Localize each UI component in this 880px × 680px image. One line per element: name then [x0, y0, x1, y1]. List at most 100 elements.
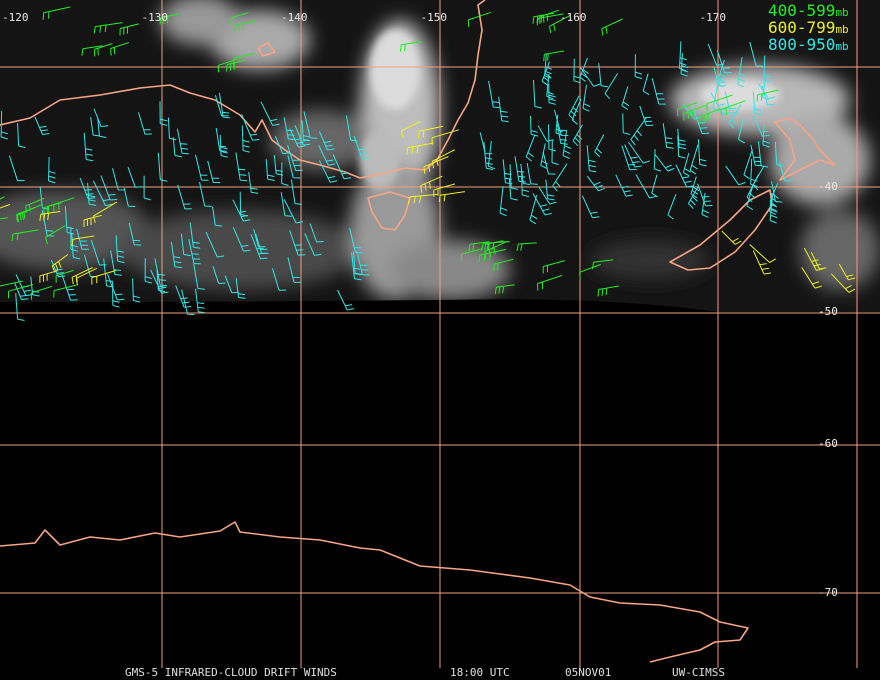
wind-barb [586, 145, 597, 173]
wind-barb [769, 193, 778, 224]
wind-barb [737, 57, 747, 88]
wind-barb [494, 284, 515, 295]
wind-barb [250, 234, 268, 260]
wind-barb [304, 233, 322, 256]
wind-barb [579, 263, 601, 280]
wind-barb [406, 142, 434, 155]
wind-barb [539, 9, 559, 24]
wind-barb [112, 168, 126, 191]
wind-barb [100, 175, 118, 201]
wind-barb [181, 289, 195, 315]
wind-barb [542, 151, 556, 175]
wind-barb [639, 105, 654, 126]
wind-barb [743, 149, 753, 180]
coastlines [0, 0, 836, 663]
wind-barb [8, 155, 25, 182]
wind-barb [193, 263, 205, 290]
wind-barb [337, 289, 355, 311]
footer-time: 18:00 UTC [450, 666, 510, 679]
wind-barb [229, 12, 249, 26]
wind-barb [654, 153, 675, 172]
wind-barb [830, 273, 856, 293]
legend-range: 800-950 [768, 35, 835, 54]
wind-barb [630, 116, 648, 146]
wind-barb [93, 22, 123, 34]
wind-barb [274, 136, 290, 155]
wind-barb [170, 241, 182, 269]
wind-barb [127, 167, 143, 188]
wind-barb [499, 186, 508, 217]
wind-barb [30, 285, 53, 300]
wind-barb [0, 280, 24, 287]
wind-barb [516, 242, 537, 251]
wind-barb [132, 278, 141, 303]
wind-barb [349, 228, 363, 254]
wind-barb [545, 179, 555, 201]
legend-unit: mb [835, 23, 848, 36]
latitude-label: -50 [818, 305, 838, 318]
wind-barb [64, 206, 75, 235]
wind-barb [420, 175, 443, 193]
wind-barb [47, 197, 75, 214]
wind-barb [468, 241, 490, 252]
wind-barb [677, 128, 687, 150]
wind-barb [697, 183, 713, 207]
wind-barb [0, 196, 5, 200]
wind-barb [207, 160, 221, 184]
wind-barb [154, 258, 168, 287]
wind-barb [110, 250, 122, 276]
wind-barb [508, 178, 518, 201]
wind-barb [520, 163, 531, 185]
wind-barb [662, 123, 674, 149]
latitude-label: -40 [818, 180, 838, 193]
wind-barb [272, 268, 287, 291]
wind-barb [233, 53, 255, 66]
wind-barb [301, 120, 311, 142]
wind-barb [39, 211, 61, 222]
wind-barb [14, 282, 29, 300]
wind-barb [205, 231, 225, 258]
wind-barb [289, 128, 306, 148]
wind-barb [752, 250, 771, 275]
wind-barb [761, 85, 775, 106]
wind-barb [289, 230, 306, 256]
wind-barb [212, 266, 226, 284]
longitude-label: -130 [142, 11, 169, 24]
wind-barb [721, 230, 742, 245]
antarctica-coast [0, 521, 749, 663]
wind-barb [679, 41, 687, 72]
wind-barb [712, 84, 720, 112]
wind-barb [0, 217, 8, 220]
wind-barb [353, 135, 370, 159]
wind-barb [532, 193, 552, 216]
wind-barb [536, 13, 564, 26]
wind-barb [93, 108, 109, 127]
wind-barb [235, 278, 246, 299]
wind-barb [260, 101, 280, 126]
wind-barb [615, 174, 633, 197]
wind-barb [532, 12, 554, 24]
wind-barb [756, 89, 779, 102]
wind-barb [675, 164, 694, 188]
wind-barb [15, 293, 25, 321]
wind-barb [112, 281, 120, 308]
longitude-label: -140 [281, 11, 308, 24]
wind-barb [683, 104, 706, 121]
wind-barb [226, 59, 246, 72]
wind-barb [234, 20, 257, 33]
wind-barb [214, 95, 229, 117]
wind-barb [572, 124, 583, 147]
wind-barb [758, 141, 769, 168]
wind-barb [554, 109, 569, 136]
longitude-label: -120 [2, 11, 29, 24]
wind-barb [753, 115, 770, 137]
wind-barb [552, 163, 568, 192]
wind-barb [597, 285, 619, 297]
legend-unit: mb [835, 6, 848, 19]
wind-barb [176, 128, 190, 155]
wind-barb [241, 114, 260, 141]
wind-barb [399, 41, 422, 52]
wind-barb [0, 110, 9, 140]
wind-barbs [0, 6, 856, 321]
